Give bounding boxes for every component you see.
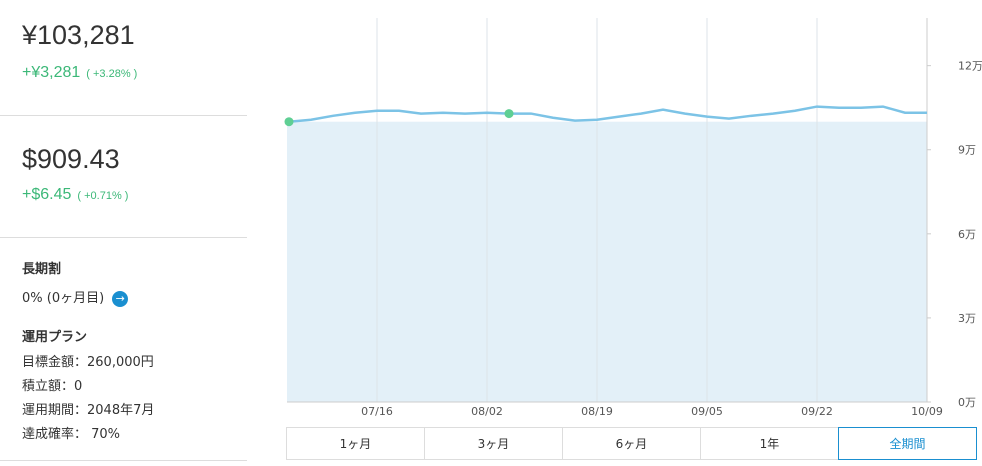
jpy-change-amount: +¥3,281 xyxy=(22,64,81,81)
highlight-point xyxy=(284,117,294,127)
period-button[interactable]: 6ヶ月 xyxy=(562,427,701,460)
jpy-change-pct: ( +3.28% ) xyxy=(86,68,138,80)
x-tick-label: 08/19 xyxy=(581,405,613,418)
area xyxy=(287,121,927,402)
discount-title: 長期割 xyxy=(22,262,62,277)
discount-row: 0% (0ヶ月目) → xyxy=(22,287,129,307)
plan-item: 目標金額：260,000円 xyxy=(22,355,154,370)
usd-panel: $909.43 +$6.45 ( +0.71% ) xyxy=(0,116,247,238)
jpy-change: +¥3,281 ( +3.28% ) xyxy=(22,64,137,82)
plan-title: 運用プラン xyxy=(22,330,88,345)
x-tick-label: 09/05 xyxy=(691,405,723,418)
period-button[interactable]: 1年 xyxy=(700,427,839,460)
y-tick-label: 0万 xyxy=(958,396,976,409)
usd-change-pct: ( +0.71% ) xyxy=(77,190,129,202)
period-button[interactable]: 1ヶ月 xyxy=(286,427,425,460)
chart: 07/16 08/02 08/19 09/05 09/22 10/09 0万 3万 6万 9万 12… xyxy=(284,18,982,418)
y-tick-label: 3万 xyxy=(958,312,976,325)
x-tick-label: 07/16 xyxy=(361,405,393,418)
y-tick-label: 6万 xyxy=(958,228,976,241)
plan-item: 運用期間：2048年7月 xyxy=(22,403,155,418)
y-tick-label: 12万 xyxy=(958,60,982,73)
discount-link[interactable]: → xyxy=(112,290,129,307)
usd-change: +$6.45 ( +0.71% ) xyxy=(22,186,128,204)
plan-panel: 長期割 0% (0ヶ月目) → 運用プラン 目標金額：260,000円 積立額：0… xyxy=(0,238,247,461)
period-button[interactable]: 全期間 xyxy=(838,427,977,460)
y-tick-label: 9万 xyxy=(958,144,976,157)
discount-value: 0% (0ヶ月目) xyxy=(22,291,105,306)
period-buttons: 1ヶ月 3ヶ月 6ヶ月 1年 全期間 xyxy=(286,427,977,460)
period-button[interactable]: 3ヶ月 xyxy=(424,427,563,460)
x-tick-label: 10/09 xyxy=(911,405,943,418)
x-tick-label: 09/22 xyxy=(801,405,833,418)
jpy-panel: ¥103,281 +¥3,281 ( +3.28% ) xyxy=(0,0,247,116)
usd-value: $909.43 xyxy=(22,144,120,174)
x-tick-label: 08/02 xyxy=(471,405,503,418)
line xyxy=(288,105,927,123)
usd-change-amount: +$6.45 xyxy=(22,186,72,203)
jpy-value: ¥103,281 xyxy=(22,20,135,50)
highlight-point xyxy=(504,109,514,119)
plan-item: 積立額：0 xyxy=(22,379,83,394)
plan-item: 達成確率： 70% xyxy=(22,427,121,442)
